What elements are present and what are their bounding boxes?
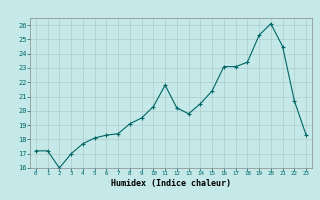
X-axis label: Humidex (Indice chaleur): Humidex (Indice chaleur) (111, 179, 231, 188)
